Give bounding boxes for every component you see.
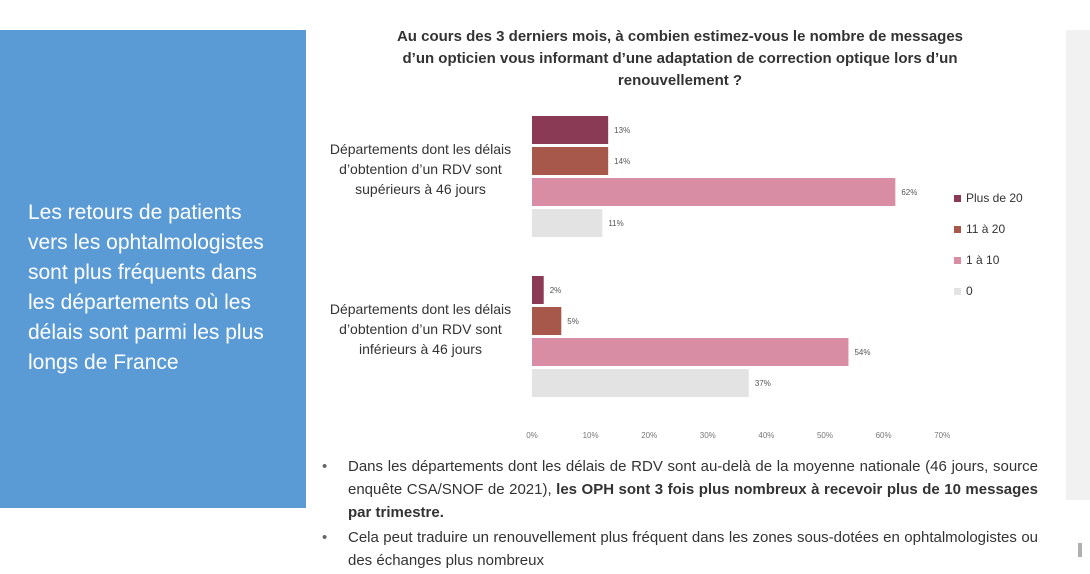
legend-swatch-4 [954,287,961,295]
bar-3-1 [532,178,896,206]
data-label-2-1: 14% [614,157,630,166]
x-tick-label-1: 0% [526,431,538,440]
data-label-4-2: 37% [755,379,771,388]
bullet-mark-2: • [322,529,328,546]
legend: Plus de 20 11 à 20 1 à 10 0 [954,190,1023,314]
x-tick-label-3: 20% [641,431,657,440]
bar-2-2 [532,307,562,335]
legend-item-4: 0 [954,283,1023,299]
legend-swatch-3 [954,256,961,264]
data-label-1-1: 13% [614,126,630,135]
edge-mark [1078,543,1082,557]
data-label-2-2: 5% [567,317,579,326]
right-edge-bar [1066,30,1090,500]
data-label-4-1: 11% [608,219,623,228]
bullet-mark-1: • [322,458,328,475]
x-tick-label-6: 50% [817,431,833,440]
bullet-2: • Cela peut traduire un renouvellement p… [322,526,1038,572]
x-tick-label-7: 60% [876,431,892,440]
x-tick-label-2: 10% [583,431,599,440]
bar-4-2 [532,369,749,397]
bullet-2-plain: Cela peut traduire un renouvellement plu… [348,529,1038,569]
bar-1-1 [532,116,609,144]
bullet-1-bold: les OPH sont 3 fois plus nombreux à rece… [348,481,1038,521]
x-tick-label-8: 70% [934,431,950,440]
bullet-text-1: Dans les départements dont les délais de… [348,455,1038,524]
category-label-1: Départements dont les délais d’obtention… [329,141,512,197]
legend-item-3: 1 à 10 [954,252,1023,268]
legend-item-1: Plus de 20 [954,190,1023,206]
x-tick-label-4: 30% [700,431,716,440]
x-tick-label-5: 40% [758,431,774,440]
legend-label-4: 0 [966,284,973,298]
side-panel: Les retours de patients vers les ophtalm… [0,30,306,508]
legend-swatch-1 [954,194,961,202]
bar-1-2 [532,276,544,304]
bar-2-1 [532,147,609,175]
legend-swatch-2 [954,225,961,233]
data-label-3-1: 62% [901,188,917,197]
legend-label-3: 1 à 10 [966,253,1000,267]
bullet-1: • Dans les départements dont les délais … [322,455,1038,524]
chart-title: Au cours des 3 derniers mois, à combien … [396,28,964,89]
bullet-1-plain: Dans les départements dont les délais de… [348,458,1038,498]
bar-4-1 [532,209,603,237]
bullet-list: • Dans les départements dont les délais … [322,455,1038,574]
data-label-3-2: 54% [854,348,870,357]
bar-3-2 [532,338,849,366]
side-panel-text: Les retours de patients vers les ophtalm… [28,201,264,374]
legend-item-2: 11 à 20 [954,221,1023,237]
data-label-1-2: 2% [550,286,562,295]
legend-label-1: Plus de 20 [966,191,1023,205]
bullet-text-2: Cela peut traduire un renouvellement plu… [348,526,1038,572]
legend-label-2: 11 à 20 [966,222,1006,236]
category-label-2: Départements dont les délais d’obtention… [329,301,512,357]
